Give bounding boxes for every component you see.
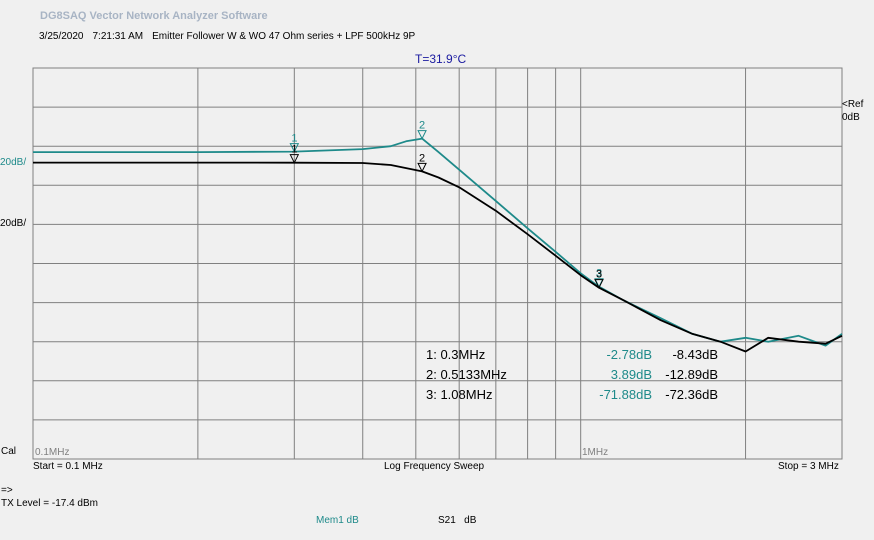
marker-frequency: 1: 0.3MHz (426, 347, 486, 362)
marker-teal-value: -71.88dB (599, 387, 652, 402)
ref-label-line2: 0dB (842, 112, 860, 123)
x-tick-label-1mhz: 1MHz (582, 447, 608, 458)
marker-frequency: 3: 1.08MHz (426, 387, 493, 402)
marker-triangle (417, 130, 427, 140)
grid-lines (33, 68, 842, 459)
cal-indicator[interactable]: Cal (1, 446, 17, 457)
measurement-info: 3/25/2020 7:21:31 AM Emitter Follower W & … (39, 31, 424, 42)
marker-frequency: 2: 0.5133MHz (426, 367, 507, 382)
marker-number-label: 3 (596, 268, 602, 280)
measurement-date: 3/25/2020 (39, 31, 84, 42)
app-title: DG8SAQ Vector Network Analyzer Software (40, 10, 268, 22)
ref-label: <Ref 0dB (842, 98, 863, 124)
marker-teal-value: -2.78dB (606, 347, 652, 362)
trace-layer (33, 137, 843, 353)
temperature-readout: T=31.9°C (415, 52, 467, 66)
s21-trace-label[interactable]: S21 dB (438, 515, 476, 526)
stop-frequency: Stop = 3 MHz (778, 461, 839, 472)
status-arrow: => (1, 485, 13, 496)
memory-trace-label[interactable]: Mem1 dB (316, 515, 359, 526)
marker-triangle (289, 143, 300, 153)
memory-trace-line (33, 137, 843, 347)
measurement-description: Emitter Follower W & WO 47 Ohm series + … (152, 31, 416, 42)
s21-unit: dB (464, 515, 477, 526)
marker-black-value: -72.36dB (665, 387, 718, 402)
sweep-mode: Log Frequency Sweep (384, 461, 485, 472)
marker-number-label: 1 (291, 133, 297, 145)
black-scale-label: 20dB/ (0, 218, 26, 229)
marker-black-value: -8.43dB (672, 347, 718, 362)
marker-teal-value: 3.89dB (610, 367, 652, 382)
marker-triangle (594, 279, 604, 289)
marker-number-label: 3 (596, 269, 602, 281)
marker-triangle (289, 154, 300, 164)
ref-label-line1: <Ref (842, 99, 864, 110)
marker-black-value: -12.89dB (665, 367, 718, 382)
measurement-time: 7:21:31 AM (92, 31, 144, 42)
start-frequency: Start = 0.1 MHz (33, 461, 103, 472)
teal-scale-label: 20dB/ (0, 157, 26, 168)
marker-triangle (417, 162, 427, 173)
marker-number-label: 1 (291, 144, 297, 156)
tx-level: TX Level = -17.4 dBm (1, 498, 98, 509)
marker-number-label: 2 (419, 152, 425, 164)
s21-trace-line (33, 161, 843, 353)
marker-number-label: 2 (419, 120, 425, 132)
s21-parameter: S21 (438, 515, 456, 526)
x-tick-label-start: 0.1MHz (35, 447, 69, 458)
